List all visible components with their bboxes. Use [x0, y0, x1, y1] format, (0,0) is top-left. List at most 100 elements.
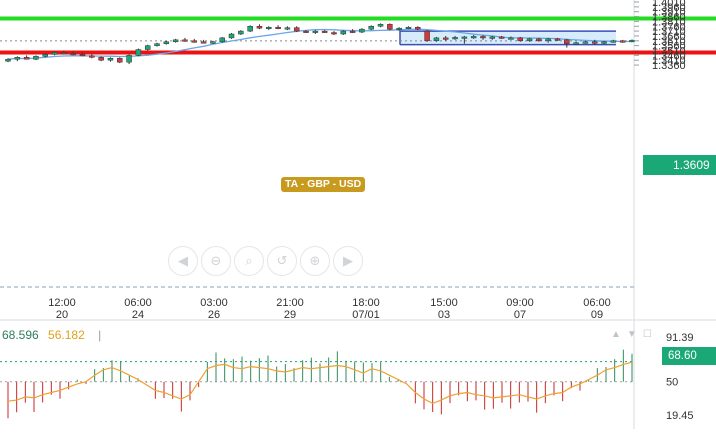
scroll-left-icon[interactable]: ◀: [168, 246, 198, 276]
chart-navigation: ◀ ⊖ ⌕ ↺ ⊕ ▶: [168, 246, 363, 276]
price-tick-label: 1.3410: [652, 55, 686, 67]
indicator-axis: 91.39 50 19.45: [666, 332, 694, 422]
price-tick-label: 1.3460: [652, 50, 686, 62]
candle-bearish: [498, 36, 505, 39]
time-tick-time: 03:00: [200, 297, 228, 309]
candle-bullish: [144, 45, 151, 50]
legend-separator: |: [98, 328, 102, 342]
candle-bullish: [461, 36, 468, 39]
candle-bullish: [107, 58, 114, 61]
scroll-right-icon[interactable]: ▶: [333, 246, 363, 276]
candle-bullish: [172, 39, 179, 43]
candle-bearish: [303, 30, 309, 33]
candle-bearish: [387, 24, 393, 30]
price-tick-label: 1.3510: [652, 46, 686, 58]
candle-bullish: [340, 30, 347, 35]
moving-average: [7, 28, 632, 60]
candle-bearish: [591, 41, 598, 44]
last-price-badge: 1.3609: [643, 155, 716, 175]
time-tick-date: 03: [438, 309, 450, 321]
moving-average-line: [7, 28, 632, 60]
candle-bearish: [424, 30, 430, 42]
candle-bearish: [191, 40, 198, 43]
candle-bullish: [508, 37, 514, 40]
candle-bullish: [405, 26, 412, 29]
price-tick-label: 1.3910: [652, 7, 686, 19]
candle-bullish: [266, 26, 272, 29]
price-tick-label: 1.3560: [652, 41, 686, 53]
candle-bearish: [480, 36, 486, 39]
candle-bullish: [238, 30, 244, 35]
time-tick-date: 07/01: [352, 309, 380, 321]
candle-bearish: [70, 53, 76, 56]
candle-bullish: [545, 38, 551, 42]
candle-bearish: [117, 58, 123, 63]
symbol-label[interactable]: TA - GBP - USD: [281, 177, 366, 192]
indicator-tick-label: 91.39: [666, 332, 694, 344]
candle-bearish: [554, 38, 561, 41]
candle-bullish: [51, 52, 58, 55]
indicator-last-badge: 68.60: [662, 347, 716, 365]
zoom-reset-icon[interactable]: ⌕: [234, 246, 264, 276]
time-tick-time: 06:00: [583, 297, 611, 309]
candles: [5, 23, 635, 65]
candle-bullish: [219, 37, 225, 43]
candle-bullish: [452, 37, 458, 40]
indicator-tick-label: 19.45: [666, 410, 694, 422]
candle-bullish: [489, 36, 496, 39]
candle-bearish: [89, 55, 95, 58]
candle-bearish: [564, 39, 570, 44]
candle-bearish: [23, 57, 30, 60]
candle-bearish: [349, 30, 356, 33]
time-tick-date: 26: [208, 309, 220, 321]
time-tick-time: 12:00: [48, 297, 76, 309]
candle-bullish: [377, 24, 384, 27]
candle-bearish: [275, 26, 281, 29]
candle-bearish: [182, 39, 188, 42]
candle-bearish: [256, 26, 263, 29]
candle-bullish: [247, 26, 253, 32]
candle-bearish: [98, 57, 104, 61]
arrow-up-icon[interactable]: ▲: [611, 329, 621, 340]
zoom-out-icon[interactable]: ⊖: [201, 246, 231, 276]
indicator-tick-label: 50: [666, 377, 678, 389]
time-axis[interactable]: 12:002006:002403:002621:002918:0007/0115…: [0, 286, 716, 321]
price-tick-label: 1.3710: [652, 26, 686, 38]
candle-bullish: [526, 38, 533, 42]
candle-bullish: [470, 36, 477, 39]
price-axis[interactable]: 1.40101.39601.39101.38601.38101.37601.37…: [634, 0, 686, 72]
oscillator-line: [7, 361, 633, 405]
candle-bullish: [126, 55, 132, 63]
candle-bearish: [200, 41, 207, 44]
maximize-pane-icon[interactable]: ☐: [642, 329, 652, 340]
price-tick-label: 1.3960: [652, 2, 686, 14]
price-tick-label: 1.3610: [652, 36, 686, 48]
zoom-in-icon[interactable]: ⊕: [300, 246, 330, 276]
indicator-pane: [0, 349, 634, 419]
candle-bearish: [79, 54, 86, 57]
horizontal-levels[interactable]: [0, 16, 716, 55]
candle-bearish: [331, 32, 337, 35]
candle-bullish: [135, 49, 142, 56]
time-tick-time: 09:00: [506, 297, 534, 309]
indicator-signal-value: 56.182: [48, 328, 85, 342]
indicator-main-value: 68.596: [2, 328, 39, 342]
time-tick-date: 09: [591, 309, 603, 321]
candle-bearish: [536, 38, 542, 42]
time-tick-time: 21:00: [276, 297, 304, 309]
candle-bearish: [619, 40, 626, 43]
candle-bullish: [163, 41, 170, 44]
candle-bullish: [368, 26, 374, 30]
candle-bullish: [14, 57, 21, 60]
time-tick-date: 24: [132, 309, 144, 321]
candle-bullish: [573, 42, 579, 45]
reset-chart-icon[interactable]: ↺: [267, 246, 297, 276]
candle-bearish: [517, 37, 523, 42]
candle-bullish: [42, 54, 49, 57]
arrow-down-icon[interactable]: ▼: [626, 329, 637, 340]
candle-bullish: [33, 56, 39, 60]
candle-bearish: [321, 30, 328, 33]
time-tick-date: 07: [514, 309, 526, 321]
